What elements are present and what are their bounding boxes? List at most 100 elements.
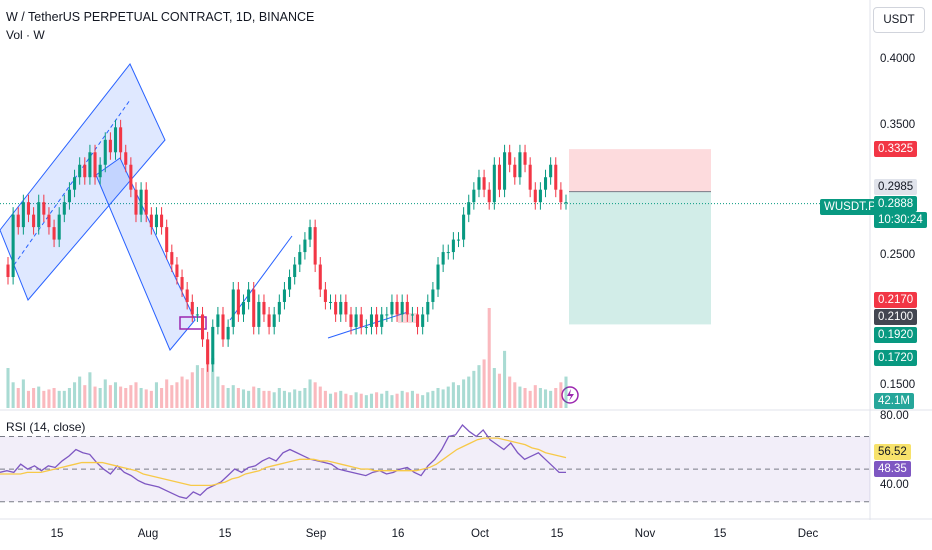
volume-bar [37, 386, 41, 408]
volume-indicator-label[interactable]: Vol · W [6, 28, 45, 42]
price-tick: 0.2500 [880, 249, 916, 261]
volume-bar [93, 386, 97, 408]
rsi-lines [0, 424, 870, 503]
x-axis-label: 15 [713, 528, 727, 540]
candle-body [293, 264, 297, 278]
candle-body [37, 202, 41, 228]
volume-bar [144, 389, 148, 408]
volume-bar [518, 386, 522, 408]
candle-body [508, 152, 512, 165]
candle-body [303, 239, 307, 253]
volume-bar [318, 386, 322, 408]
x-axis-label: 15 [218, 528, 232, 540]
candle-body [277, 301, 281, 315]
x-axis-label: 16 [391, 528, 405, 540]
support-line [327, 311, 409, 339]
candle-body [339, 301, 343, 315]
volume-bar [154, 382, 158, 408]
volume-bar [559, 382, 563, 408]
volume-bar [416, 393, 420, 408]
candle-body [47, 214, 51, 228]
candle-body [124, 152, 128, 165]
volume-bar [83, 385, 87, 408]
volume-bar [52, 388, 56, 408]
rsi-ma-value-tag: 56.52 [874, 444, 911, 460]
volume-bar [216, 376, 220, 408]
x-axis-label: Aug [137, 528, 159, 540]
candle-body [272, 314, 276, 327]
channel-midline [13, 99, 131, 266]
volume-bar [226, 388, 230, 408]
currency-button[interactable]: USDT [873, 7, 925, 33]
rsi-indicator-label[interactable]: RSI (14, close) [6, 420, 86, 434]
volume-bar [57, 390, 61, 408]
candle-body [42, 202, 46, 215]
candle-body [354, 314, 358, 327]
volume-bar [508, 376, 512, 408]
descending-channel [95, 157, 196, 351]
candle-body [523, 152, 527, 165]
volume-bar [272, 392, 276, 408]
candle-body [200, 314, 205, 340]
candle-body [400, 301, 404, 315]
candle-body [144, 189, 148, 215]
symbol-tag: WUSDT.P [820, 199, 880, 215]
volume-bar [410, 390, 414, 408]
candle-body [67, 189, 71, 203]
volume-bar [139, 388, 143, 408]
candle-body [482, 177, 486, 190]
volume-bar [328, 393, 333, 408]
candle-body [267, 314, 271, 327]
candle-body [477, 177, 481, 190]
candle-body [32, 214, 36, 228]
volume-bar [236, 388, 240, 408]
volume-bar [528, 390, 532, 408]
candle-body [226, 326, 230, 340]
volume-bar [395, 393, 399, 408]
volume-bar [308, 379, 312, 408]
candle-body [390, 301, 394, 315]
candle-body [247, 289, 251, 302]
volume-bar [456, 385, 461, 408]
volume-bar [129, 385, 133, 408]
volume-bar [124, 388, 128, 408]
candle-body [211, 326, 215, 365]
rsi-ma-line [0, 437, 567, 487]
volume-bar [88, 372, 92, 408]
volume-bar [134, 382, 138, 408]
x-axis-label: 15 [50, 528, 64, 540]
price-tag: 0.1920 [874, 327, 918, 343]
candle-body [564, 202, 568, 204]
volume-bar [467, 376, 471, 408]
candle-body [395, 301, 399, 315]
price-tick: 0.4000 [880, 53, 916, 65]
volume-bar [477, 365, 481, 408]
candle-body [119, 127, 123, 153]
rsi-tick: 40.00 [880, 479, 909, 491]
candle-body [559, 189, 563, 203]
candle-body [190, 301, 194, 315]
candle-body [231, 289, 235, 327]
volume-bar [221, 385, 225, 408]
reward-zone [569, 191, 711, 325]
volume-bar [241, 389, 246, 408]
last-price-tag: 0.2888 [874, 196, 918, 212]
candle-body [236, 289, 240, 315]
volume-bar [497, 373, 501, 408]
volume-bar [533, 385, 537, 408]
volume-bar [436, 388, 440, 408]
x-axis-label: Dec [797, 528, 819, 540]
volume-bar [113, 382, 118, 408]
rsi-line [0, 424, 566, 500]
volume-bar [323, 390, 327, 408]
candle-body [497, 164, 501, 190]
volume-bar [543, 389, 548, 408]
candle-body [103, 139, 107, 165]
volume-bar [385, 390, 389, 408]
volume-bar [405, 392, 409, 408]
volume-bar [375, 392, 379, 408]
volume-bar [160, 388, 164, 408]
candle-body [257, 301, 261, 327]
countdown-tag: 10:30:24 [874, 212, 927, 228]
highlight-box [179, 316, 207, 330]
